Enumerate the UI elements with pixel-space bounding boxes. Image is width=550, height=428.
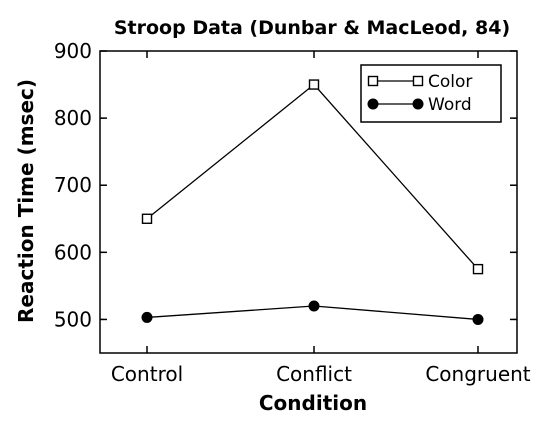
series-layer bbox=[141, 79, 484, 325]
y-tick-label: 600 bbox=[54, 240, 92, 264]
data-point-color bbox=[472, 263, 484, 275]
data-point-word bbox=[308, 300, 320, 312]
x-tick-label: Congruent bbox=[425, 362, 530, 386]
chart-title: Stroop Data (Dunbar & MacLeod, 84) bbox=[114, 17, 510, 39]
plot-frame bbox=[99, 50, 518, 354]
x-tick-label: Conflict bbox=[276, 362, 352, 386]
x-axis-label: Condition bbox=[259, 391, 367, 415]
y-tick-label: 800 bbox=[54, 106, 92, 130]
legend: Color Word bbox=[360, 64, 502, 123]
y-axis-label: Reaction Time (msec) bbox=[14, 79, 38, 323]
legend-label-word: Word bbox=[428, 95, 472, 115]
x-tick-label: Control bbox=[111, 362, 183, 386]
legend-box bbox=[360, 64, 502, 123]
legend-marker-color bbox=[367, 75, 379, 87]
data-point-word bbox=[472, 313, 484, 325]
legend-label-color: Color bbox=[428, 72, 472, 92]
data-point-color bbox=[308, 79, 320, 90]
data-point-word bbox=[141, 311, 153, 323]
data-point-color bbox=[141, 213, 153, 224]
y-tick-label: 700 bbox=[54, 173, 92, 197]
legend-marker-color bbox=[412, 75, 424, 87]
axis-ticks: 500 600 700 800 900 Control Conflict Congruent bbox=[54, 39, 531, 386]
y-tick-label: 900 bbox=[54, 39, 92, 63]
y-tick-label: 500 bbox=[54, 307, 92, 331]
legend-marker-word bbox=[367, 98, 379, 110]
legend-marker-word bbox=[412, 98, 424, 110]
